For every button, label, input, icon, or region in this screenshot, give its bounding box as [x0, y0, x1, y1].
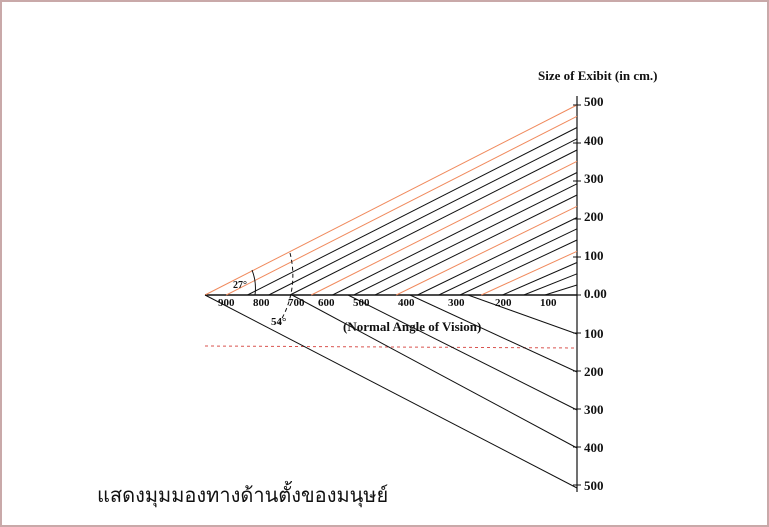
distance-label: 100 [540, 297, 557, 309]
accent-ray [481, 251, 577, 295]
vision-ray [354, 184, 577, 295]
vision-ray [460, 240, 577, 295]
accent-ray [396, 206, 577, 295]
lower-scale-label: 200 [584, 364, 604, 379]
lower-scale-label: 400 [584, 440, 604, 455]
accent-ray [226, 116, 577, 295]
lower-scale-label: 500 [584, 478, 604, 493]
upper-scale-labels: 500 400 300 200 100 0.00 [584, 94, 607, 301]
vision-ray [439, 229, 577, 295]
upper-ray-fan [205, 105, 577, 295]
lower-scale-labels: 100 200 300 400 500 [584, 326, 604, 493]
distance-label: 800 [253, 297, 270, 309]
distance-label: 500 [353, 297, 370, 309]
upper-scale-label: 0.00 [584, 286, 607, 301]
lower-vision-ray [348, 295, 577, 410]
lower-vision-ray [468, 295, 577, 334]
upper-scale-label: 200 [584, 209, 604, 224]
accent-ray [311, 161, 577, 295]
distance-label: 900 [218, 297, 235, 309]
upper-scale-label: 300 [584, 171, 604, 186]
distance-label: 700 [288, 297, 305, 309]
vision-ray [248, 128, 578, 296]
lower-vision-ray [292, 295, 577, 448]
upper-angle-arc [252, 270, 255, 295]
distance-label: 400 [398, 297, 415, 309]
vision-ray [290, 150, 577, 295]
lower-angle-label: 54° [271, 316, 286, 328]
vertical-scale-title: Size of Exibit (in cm.) [538, 68, 658, 83]
vision-ray [375, 195, 577, 295]
vision-ray [545, 285, 577, 295]
distance-label: 600 [318, 297, 335, 309]
upper-scale-label: 500 [584, 94, 604, 109]
distance-label: 200 [495, 297, 512, 309]
upper-angle-label: 27° [233, 280, 247, 291]
vision-ray [524, 274, 577, 295]
lower-scale-label: 100 [584, 326, 604, 341]
upper-scale-label: 400 [584, 133, 604, 148]
axis-caption: (Normal Angle of Vision) [343, 319, 481, 334]
upper-scale-label: 100 [584, 248, 604, 263]
distance-label: 300 [448, 297, 465, 309]
diagram-caption: แสดงมุมมองทางด้านตั้งของมนุษย์ [97, 481, 388, 508]
distance-labels: 900 800 700 600 500 400 300 200 100 [218, 297, 557, 309]
lower-scale-label: 300 [584, 402, 604, 417]
